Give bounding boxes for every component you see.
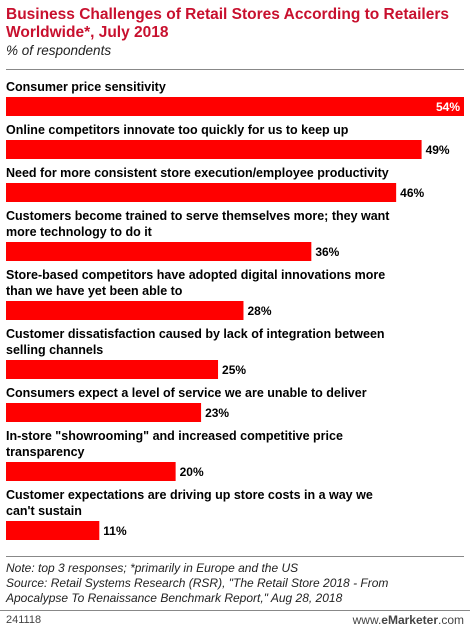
chart-title: Business Challenges of Retail Stores Acc…	[6, 6, 450, 41]
value-label: 54%	[436, 100, 460, 114]
bar	[6, 301, 244, 320]
category-label: Online competitors innovate too quickly …	[6, 123, 349, 137]
category-label: Customer expectations are driving up sto…	[6, 488, 373, 502]
category-label: Consumers expect a level of service we a…	[6, 386, 367, 400]
category-label: Customer dissatisfaction caused by lack …	[6, 327, 385, 341]
category-label: Need for more consistent store execution…	[6, 166, 389, 180]
value-label: 23%	[205, 406, 229, 420]
value-label: 46%	[400, 186, 424, 200]
bottom-divider	[6, 556, 464, 557]
category-label: Store-based competitors have adopted dig…	[6, 268, 385, 282]
category-label: Consumer price sensitivity	[6, 80, 166, 94]
bar	[6, 360, 219, 379]
chart-source-line-1: Source: Retail Systems Research (RSR), "…	[6, 576, 389, 590]
bar	[6, 140, 422, 159]
chart-source-line-2: Apocalypse To Renaissance Benchmark Repo…	[6, 591, 343, 605]
category-label: transparency	[6, 445, 85, 459]
chart-id: 241118	[6, 614, 42, 626]
category-label: can't sustain	[6, 504, 82, 518]
top-divider	[6, 69, 464, 70]
value-label: 36%	[315, 245, 339, 259]
bar	[6, 183, 397, 202]
category-label: than we have yet been able to	[6, 284, 183, 298]
category-label: more technology to do it	[6, 225, 153, 239]
brand-prefix: www.	[352, 613, 382, 627]
bar	[6, 97, 464, 116]
brand-suffix: .com	[437, 613, 464, 627]
value-label: 20%	[180, 465, 204, 479]
brand-link[interactable]: www.eMarketer.com	[353, 613, 464, 627]
bar	[6, 521, 100, 540]
value-label: 28%	[247, 304, 271, 318]
chart-note: Note: top 3 responses; *primarily in Eur…	[6, 561, 299, 575]
value-label: 11%	[103, 524, 127, 538]
category-label: selling channels	[6, 343, 103, 357]
footer-divider	[0, 610, 470, 611]
value-label: 49%	[426, 143, 450, 157]
bar	[6, 242, 312, 261]
category-label: In-store "showrooming" and increased com…	[6, 429, 343, 443]
bar	[6, 462, 176, 481]
value-label: 25%	[222, 363, 246, 377]
bar	[6, 403, 202, 422]
category-label: Customers become trained to serve themse…	[6, 209, 390, 223]
chart-subtitle: % of respondents	[6, 43, 112, 58]
brand-name: eMarketer	[381, 613, 438, 627]
